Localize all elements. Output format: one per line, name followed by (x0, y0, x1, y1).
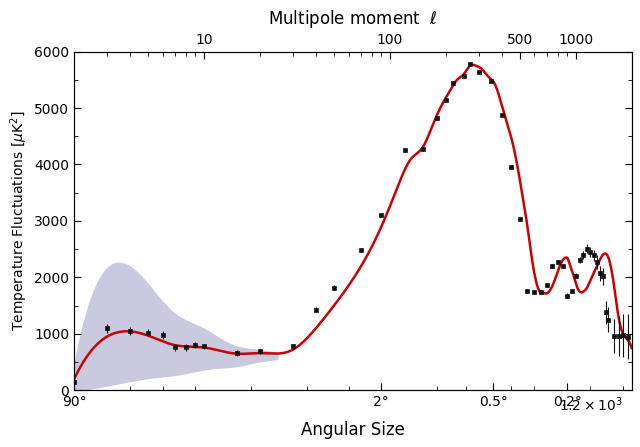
X-axis label: Angular Size: Angular Size (301, 421, 405, 439)
X-axis label: Multipole moment  $\ell$: Multipole moment $\ell$ (268, 8, 438, 30)
Y-axis label: Temperature Fluctuations [$\mu$K$^2$]: Temperature Fluctuations [$\mu$K$^2$] (8, 111, 30, 331)
